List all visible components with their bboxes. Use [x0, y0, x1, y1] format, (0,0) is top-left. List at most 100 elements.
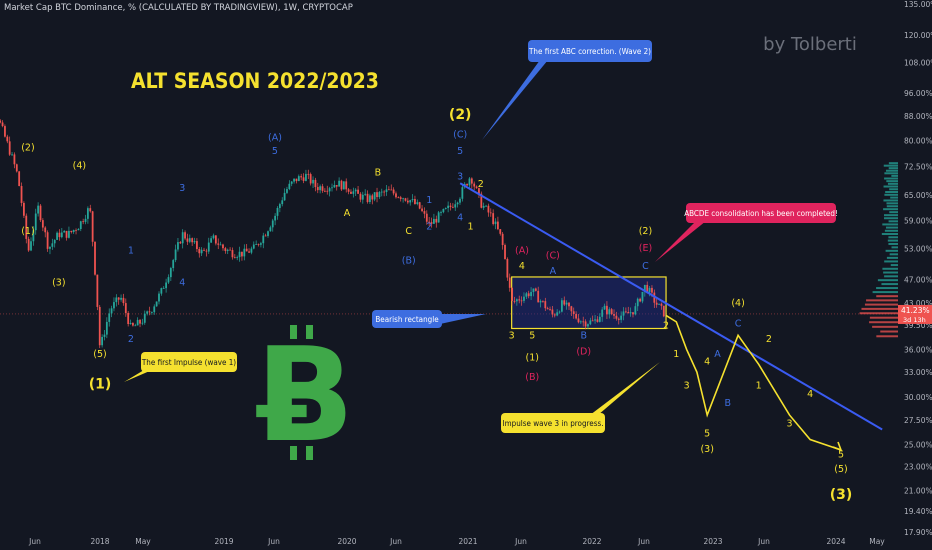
candle-body — [437, 212, 440, 223]
candle-body — [399, 197, 402, 199]
volume-bar — [876, 287, 898, 290]
candle-body — [596, 319, 599, 322]
wave-label: 4 — [704, 356, 710, 367]
candle-body — [641, 291, 644, 302]
candle-body — [482, 205, 485, 208]
candle-body — [233, 257, 236, 259]
candle-body — [449, 205, 452, 207]
candle-body — [224, 248, 227, 251]
candle-body — [598, 316, 601, 322]
volume-bar — [890, 196, 898, 199]
candle-body — [610, 309, 613, 314]
candle-body — [32, 230, 35, 242]
candle-body — [546, 308, 549, 310]
candle-body — [335, 185, 338, 187]
bearish-rectangle-callout-pointer — [440, 314, 486, 324]
candle-body — [293, 178, 295, 182]
wave-label: 2 — [766, 334, 772, 345]
candle-body — [108, 313, 111, 322]
candle-body — [241, 251, 243, 257]
candle-body — [34, 213, 37, 231]
candle-body — [139, 319, 141, 324]
volume-bar — [888, 242, 898, 245]
candle-body — [186, 238, 189, 242]
candle-body — [236, 257, 239, 258]
candle-body — [207, 242, 210, 252]
volume-profile — [859, 162, 898, 338]
wave-label: 4 — [519, 261, 525, 272]
candle-body — [196, 241, 198, 250]
candle-body — [532, 288, 535, 293]
candle-body — [551, 309, 554, 315]
y-tick-label: 19.40% — [904, 507, 932, 516]
volume-bar — [889, 253, 898, 256]
candle-body — [338, 180, 341, 187]
candle-body — [331, 187, 333, 189]
candle-body — [430, 222, 433, 224]
candle-body — [23, 202, 25, 216]
candle-body — [146, 311, 149, 314]
candle-body — [473, 183, 476, 187]
wave-label: (D) — [576, 347, 591, 358]
candle-body — [468, 178, 471, 186]
candle-body — [321, 186, 324, 191]
candle-body — [255, 244, 258, 245]
candle-body — [60, 232, 63, 238]
candle-body — [290, 181, 293, 184]
candle-body — [416, 202, 419, 205]
candle-body — [345, 181, 348, 190]
candle-body — [44, 227, 47, 233]
y-tick-label: 23.00% — [904, 462, 932, 471]
candle-body — [634, 306, 637, 315]
volume-bar — [886, 202, 898, 205]
volume-bar — [886, 256, 898, 259]
candle-body — [627, 312, 630, 314]
candle-body — [41, 220, 44, 228]
x-tick-label: 2018 — [90, 537, 109, 546]
candle-body — [487, 205, 490, 213]
volume-bar — [891, 246, 898, 249]
candle-body — [537, 290, 540, 303]
wave-label: 4 — [179, 277, 185, 288]
y-tick-label: 25.00% — [904, 441, 932, 450]
wave-label: 1 — [673, 349, 679, 360]
candle-body — [115, 297, 118, 303]
candle-body — [333, 185, 336, 188]
candle-body — [608, 309, 611, 315]
candle-body — [515, 299, 518, 302]
candle-body — [421, 208, 423, 212]
candle-body — [558, 311, 561, 313]
impulse-wave3-callout-box — [501, 413, 605, 433]
candle-body — [342, 181, 345, 190]
wave-label: 3 — [684, 380, 690, 391]
wave-label: 1 — [756, 380, 762, 391]
candle-body — [94, 241, 96, 275]
x-tick-label: May — [135, 537, 151, 546]
candle-body — [568, 302, 570, 307]
candle-body — [312, 179, 314, 184]
y-tick-label: 21.00% — [904, 486, 932, 495]
volume-bar — [861, 307, 898, 310]
volume-bar — [883, 185, 898, 188]
candle-body — [323, 190, 326, 192]
wave-label: C — [405, 226, 412, 237]
candle-body — [117, 297, 120, 300]
wave-label: (3) — [52, 277, 65, 288]
candle-body — [198, 249, 201, 254]
volume-bar — [859, 312, 898, 315]
candle-body — [302, 177, 305, 181]
candle-body — [297, 176, 300, 182]
wave-label: 5 — [704, 428, 710, 439]
volume-bar — [882, 223, 898, 226]
candle-body — [454, 204, 457, 208]
volume-bar — [869, 316, 898, 319]
candle-body — [530, 292, 532, 297]
wave-label: (C) — [453, 129, 467, 140]
candle-body — [148, 311, 151, 313]
main-title: ALT SEASON 2022/2023 — [131, 69, 379, 93]
candle-body — [518, 299, 521, 301]
bar-countdown: 3d 13h — [903, 316, 926, 324]
candle-body — [385, 189, 388, 193]
